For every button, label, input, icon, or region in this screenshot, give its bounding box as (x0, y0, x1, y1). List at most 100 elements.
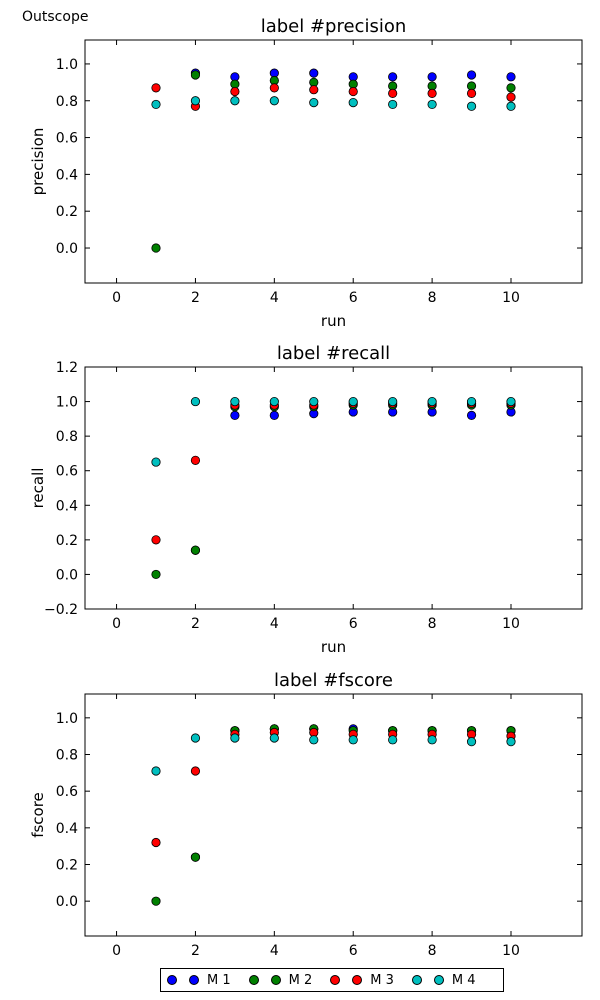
data-point-m4 (151, 457, 161, 467)
x-tick-label: 8 (428, 616, 437, 632)
data-point-m4 (230, 396, 240, 407)
y-tick-label: 0.4 (56, 167, 78, 183)
y-tick-label: 0.2 (56, 858, 78, 874)
legend-marker (167, 975, 177, 985)
x-tick-label: 0 (112, 290, 121, 306)
data-point-m4 (190, 396, 201, 407)
data-point-m4 (309, 97, 319, 108)
data-point-m4 (427, 99, 437, 110)
legend-label: M 1 (207, 972, 231, 988)
x-tick-label: 2 (191, 290, 200, 306)
legend-marker (270, 975, 281, 985)
x-tick-label: 6 (349, 616, 358, 632)
data-point-m4 (466, 396, 477, 407)
data-point-m4 (466, 101, 477, 111)
data-point-m4 (348, 735, 358, 745)
x-tick-label: 4 (270, 290, 279, 306)
y-tick-label: 1.0 (56, 711, 78, 727)
y-tick-label: 0.8 (56, 429, 78, 445)
data-point-m2 (151, 896, 161, 906)
x-tick-label: 8 (428, 943, 437, 959)
data-point-m3 (151, 83, 161, 93)
x-tick-label: 0 (112, 616, 121, 632)
x-tick-label: 6 (349, 290, 358, 306)
legend-label: M 3 (370, 972, 394, 988)
data-point-m1 (230, 410, 240, 420)
data-point-m4 (466, 737, 477, 747)
y-tick-label: 1.0 (56, 395, 78, 411)
y-tick-label: 1.2 (56, 360, 78, 376)
data-point-m2 (151, 569, 161, 580)
legend-label: M 2 (288, 972, 313, 988)
data-point-m1 (309, 68, 319, 78)
y-tick-label: 1.0 (56, 57, 78, 73)
legend-item-m1: M 1 (167, 973, 231, 988)
y-tick-label: 0.2 (56, 204, 78, 220)
data-point-m3 (190, 455, 201, 465)
y-tick-label: 0.8 (56, 748, 78, 764)
data-point-m3 (388, 88, 398, 98)
data-point-m2 (190, 852, 201, 862)
legend-item-m4: M 4 (411, 972, 476, 988)
legend-marker (330, 975, 341, 985)
y-tick-label: −0.2 (44, 602, 78, 618)
data-point-m4 (151, 766, 161, 776)
figure-suptitle: Outscope (22, 9, 89, 25)
data-point-m3 (309, 85, 319, 95)
data-point-m2 (190, 545, 201, 555)
data-point-m4 (151, 99, 161, 110)
data-point-m4 (230, 96, 240, 106)
legend-marker (411, 975, 422, 985)
y-tick-label: 0.2 (56, 533, 78, 549)
data-point-m4 (190, 733, 201, 743)
data-point-m4 (506, 101, 516, 111)
data-point-m4 (269, 733, 279, 743)
y-tick-label: 0.8 (56, 94, 78, 110)
legend-item-m2: M 2 (248, 972, 313, 988)
data-point-m4 (269, 396, 279, 407)
legend-label: M 4 (451, 972, 476, 988)
x-tick-label: 4 (270, 616, 279, 632)
x-tick-label: 2 (191, 943, 200, 959)
y-axis-label: fscore (29, 792, 47, 838)
y-tick-label: 0.4 (56, 498, 78, 514)
x-tick-label: 10 (502, 943, 520, 959)
data-point-m4 (269, 96, 279, 106)
x-tick-label: 10 (502, 290, 520, 306)
data-point-m3 (190, 766, 201, 776)
data-point-m3 (427, 88, 437, 98)
legend-marker (248, 975, 259, 985)
x-tick-label: 2 (191, 616, 200, 632)
chart-title: label #fscore (274, 670, 393, 691)
data-point-m3 (348, 86, 358, 97)
data-point-m2 (190, 70, 201, 80)
data-point-m4 (309, 396, 319, 407)
x-tick-label: 0 (112, 943, 121, 959)
legend-item-m3: M 3 (330, 973, 394, 988)
data-point-m4 (388, 99, 398, 110)
data-point-m3 (269, 83, 279, 93)
data-point-m4 (427, 396, 437, 407)
data-point-m3 (151, 837, 161, 848)
legend-marker (189, 975, 199, 985)
data-point-m2 (506, 83, 516, 93)
y-tick-label: 0.0 (56, 241, 78, 257)
chart-title: label #precision (261, 16, 407, 37)
x-axis-label: run (321, 312, 346, 330)
plot-area-1 (84, 366, 583, 610)
legend-marker (352, 975, 363, 985)
data-point-m4 (506, 737, 516, 747)
y-tick-label: 0.4 (56, 821, 78, 837)
data-point-m4 (190, 96, 201, 106)
data-point-m3 (466, 88, 477, 98)
data-point-m1 (427, 72, 437, 82)
data-point-m4 (388, 396, 398, 407)
data-point-m4 (427, 735, 437, 745)
y-tick-label: 0.0 (56, 567, 78, 583)
y-tick-label: 0.6 (56, 784, 78, 800)
y-axis-label: precision (29, 128, 47, 196)
x-tick-label: 4 (270, 943, 279, 959)
data-point-m1 (388, 72, 398, 82)
data-point-m1 (466, 410, 477, 420)
